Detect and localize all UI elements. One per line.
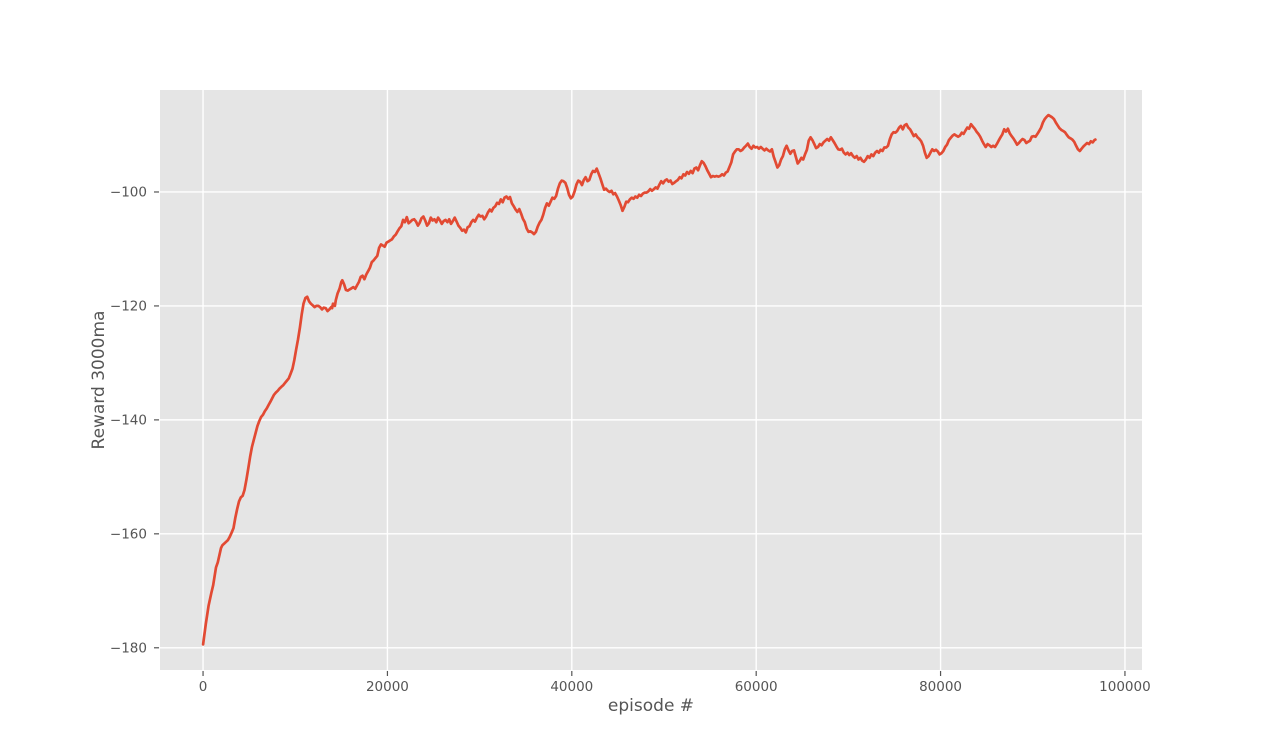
y-tick-label: −140 <box>110 412 147 428</box>
y-tick-label: −120 <box>110 298 147 314</box>
x-tick-label: 40000 <box>550 679 593 695</box>
x-tick-label: 20000 <box>366 679 409 695</box>
plot-group: 0 20000 40000 60000 80000 100000 −180 −160 −140 −… <box>110 90 1151 695</box>
y-axis-label: Reward 3000ma <box>89 311 109 450</box>
x-axis-label: episode # <box>608 696 694 716</box>
y-tick-label: −160 <box>110 526 147 542</box>
y-tick-label: −180 <box>110 640 147 656</box>
y-tick-label: −100 <box>110 184 147 200</box>
x-tick-label: 80000 <box>919 679 962 695</box>
x-tick-label: 0 <box>199 679 208 695</box>
reward-line <box>201 113 1097 646</box>
x-tick-label: 60000 <box>735 679 778 695</box>
plot-area <box>160 90 1142 670</box>
x-tick-label: 100000 <box>1099 679 1151 695</box>
